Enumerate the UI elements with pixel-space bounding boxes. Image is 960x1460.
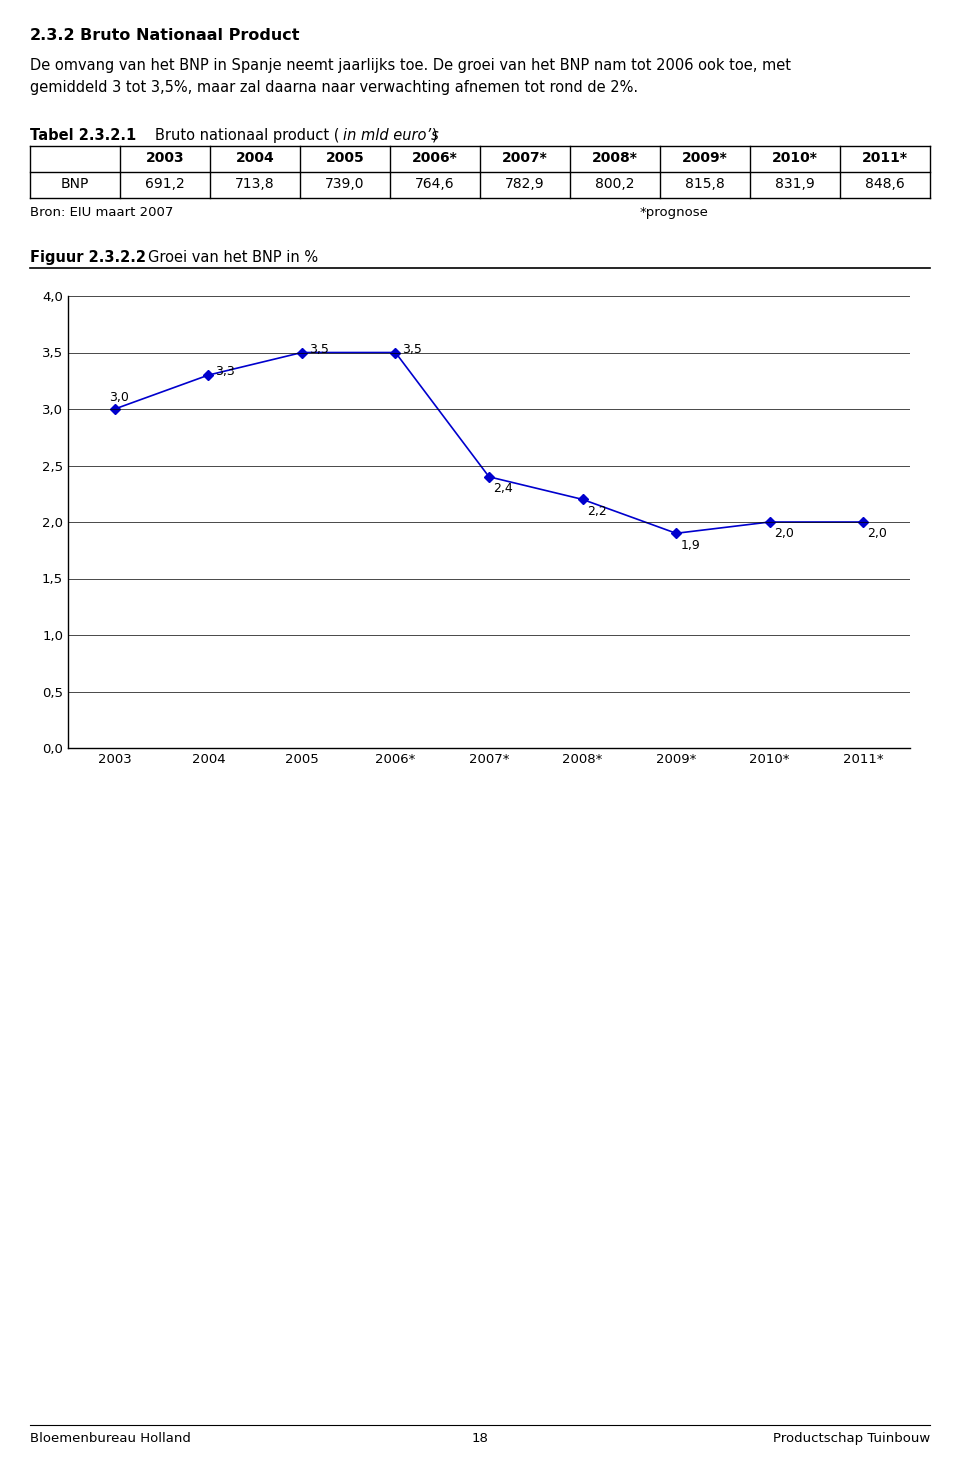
- Text: Bruto Nationaal Product: Bruto Nationaal Product: [80, 28, 300, 42]
- Text: 2004: 2004: [235, 150, 275, 165]
- Text: 2.3.2: 2.3.2: [30, 28, 76, 42]
- Text: 2010*: 2010*: [772, 150, 818, 165]
- Text: 800,2: 800,2: [595, 177, 635, 191]
- Text: 2011*: 2011*: [862, 150, 908, 165]
- Text: 2003: 2003: [146, 150, 184, 165]
- Text: Groei van het BNP in %: Groei van het BNP in %: [148, 250, 318, 266]
- Text: 3,5: 3,5: [309, 343, 328, 355]
- Text: 3,5: 3,5: [402, 343, 422, 355]
- Text: 764,6: 764,6: [415, 177, 455, 191]
- Text: *prognose: *prognose: [640, 206, 708, 219]
- Text: 713,8: 713,8: [235, 177, 275, 191]
- Text: 3,0: 3,0: [109, 391, 129, 403]
- Text: 2007*: 2007*: [502, 150, 548, 165]
- Text: 2005: 2005: [325, 150, 365, 165]
- Text: 18: 18: [471, 1432, 489, 1445]
- Text: 691,2: 691,2: [145, 177, 185, 191]
- Text: 739,0: 739,0: [325, 177, 365, 191]
- Text: 2,4: 2,4: [493, 482, 513, 495]
- Text: 1,9: 1,9: [681, 539, 700, 552]
- Text: 2,0: 2,0: [774, 527, 794, 540]
- Text: Bruto nationaal product (: Bruto nationaal product (: [155, 128, 340, 143]
- Text: De omvang van het BNP in Spanje neemt jaarlijks toe. De groei van het BNP nam to: De omvang van het BNP in Spanje neemt ja…: [30, 58, 791, 73]
- Text: BNP: BNP: [60, 177, 89, 191]
- Text: ): ): [432, 128, 438, 143]
- Text: 782,9: 782,9: [505, 177, 545, 191]
- Text: 2006*: 2006*: [412, 150, 458, 165]
- Text: gemiddeld 3 tot 3,5%, maar zal daarna naar verwachting afnemen tot rond de 2%.: gemiddeld 3 tot 3,5%, maar zal daarna na…: [30, 80, 638, 95]
- Text: 2008*: 2008*: [592, 150, 638, 165]
- Text: Bloemenbureau Holland: Bloemenbureau Holland: [30, 1432, 191, 1445]
- Text: Tabel 2.3.2.1: Tabel 2.3.2.1: [30, 128, 136, 143]
- Text: in mld euro’s: in mld euro’s: [343, 128, 439, 143]
- Text: Bron: EIU maart 2007: Bron: EIU maart 2007: [30, 206, 174, 219]
- Text: Productschap Tuinbouw: Productschap Tuinbouw: [773, 1432, 930, 1445]
- Text: 831,9: 831,9: [775, 177, 815, 191]
- Text: 2009*: 2009*: [683, 150, 728, 165]
- Text: Figuur 2.3.2.2: Figuur 2.3.2.2: [30, 250, 146, 266]
- Text: 2,2: 2,2: [587, 505, 607, 518]
- Text: 815,8: 815,8: [685, 177, 725, 191]
- Text: 2,0: 2,0: [868, 527, 887, 540]
- Text: 848,6: 848,6: [865, 177, 905, 191]
- Text: 3,3: 3,3: [215, 365, 235, 378]
